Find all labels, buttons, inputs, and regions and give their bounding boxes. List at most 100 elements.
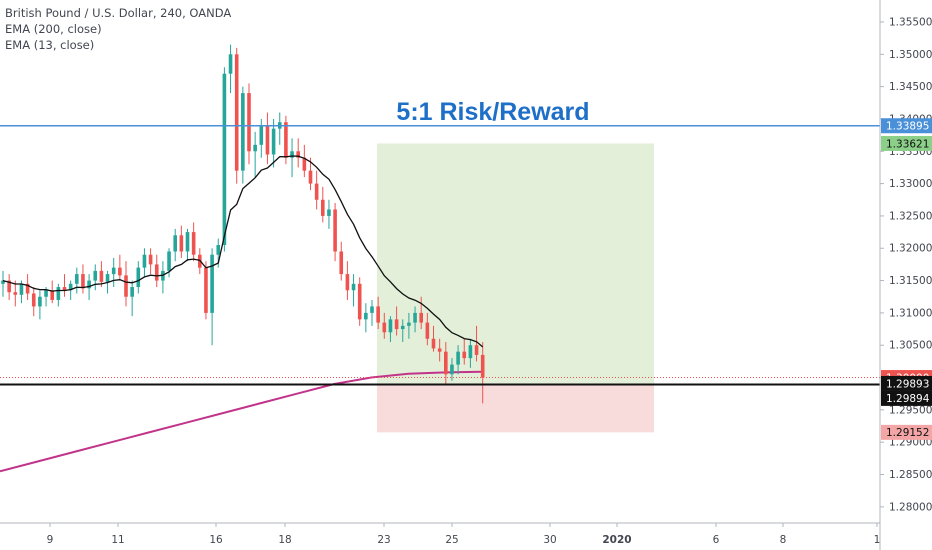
candle-body [99, 270, 104, 282]
candle-body [247, 93, 251, 152]
candle-body [456, 351, 460, 365]
candle-body [50, 290, 54, 300]
ema-200-path [0, 370, 483, 473]
price-badge-label: 1.29893 [886, 378, 929, 390]
time-tick-label: 9 [47, 534, 54, 546]
candle-body [19, 283, 24, 295]
price-badge-stop [881, 424, 932, 440]
time-tick-label: 11 [111, 534, 124, 546]
candle-body [480, 354, 485, 378]
time-tick-label: 23 [377, 534, 390, 546]
candle-body [290, 151, 294, 158]
candle-body [339, 251, 344, 275]
candle-body [474, 345, 479, 355]
price-badge-entry [881, 375, 932, 391]
candle-body [345, 274, 350, 291]
price-tick-label: 1.31500 [889, 275, 932, 287]
ema-13-line [2, 155, 484, 348]
candle-body [222, 73, 227, 246]
candle-body [234, 54, 239, 171]
candle-body [376, 306, 380, 323]
candle-body [370, 306, 374, 313]
candle-body [191, 232, 196, 255]
candle-body [130, 287, 134, 297]
candle-body [321, 199, 325, 216]
candle-body [400, 325, 405, 330]
price-tick-label: 1.33000 [889, 178, 932, 190]
candle-body [105, 274, 110, 282]
candle-body [259, 125, 264, 145]
price-badge-target [881, 135, 932, 151]
candle-body [444, 351, 448, 375]
candle-body [388, 319, 393, 333]
price-tick-label: 1.34500 [889, 81, 932, 93]
candle-body [38, 296, 42, 307]
symbol-title: British Pound / U.S. Dollar, 240, OANDA [5, 6, 232, 20]
candle-body [308, 170, 313, 184]
price-axis[interactable]: 1.280001.285001.290001.295001.300001.305… [879, 0, 932, 550]
candle-body [437, 348, 442, 352]
time-tick-label: 30 [543, 534, 556, 546]
candle-body [167, 251, 171, 271]
time-tick-label: 2020 [602, 534, 631, 546]
time-axis[interactable]: 9 11 16 18 23 25 30 2020 6 8 1 [0, 522, 881, 546]
candle-body [450, 364, 454, 375]
price-badge-label: 1.29152 [886, 427, 929, 439]
price-labels: 1.338951.336211.300001.298931.298941.291… [881, 118, 932, 440]
time-tick-label: 6 [713, 534, 720, 546]
candle-body [314, 183, 319, 200]
candle-body [13, 292, 18, 295]
candle-body [394, 319, 399, 330]
candle-body [81, 274, 85, 289]
candle-body [364, 312, 368, 320]
candle-body [75, 274, 79, 284]
candle-body [56, 287, 61, 300]
candle-body [351, 283, 356, 291]
chart-legend: British Pound / U.S. Dollar, 240, OANDA … [5, 5, 231, 53]
candle-body [31, 293, 36, 307]
candle-body [7, 280, 11, 293]
time-tick-label: 18 [278, 534, 291, 546]
ema-200-line [0, 370, 483, 473]
candle-body [62, 287, 67, 291]
candle-body [413, 312, 417, 323]
price-tick-label: 1.32500 [889, 210, 932, 222]
price-tick-label: 1.32000 [889, 243, 932, 255]
candle-body [357, 283, 362, 320]
candle-body [462, 351, 467, 359]
candle-body [93, 270, 98, 281]
candle-body [124, 275, 128, 297]
loss-zone [377, 384, 654, 433]
candle-body [284, 122, 288, 158]
price-badge-label: 1.33895 [886, 121, 929, 133]
candle-body [210, 254, 214, 313]
price-tick-label: 1.35500 [889, 16, 932, 28]
candle-body [136, 267, 141, 288]
candle-body [302, 157, 307, 171]
time-tick-label: 1 [874, 534, 881, 546]
candle-body [87, 280, 91, 289]
candle-body [327, 209, 331, 216]
risk-reward-title: 5:1 Risk/Reward [396, 98, 589, 126]
candle-body [296, 151, 300, 158]
candle-body [333, 209, 337, 252]
time-tick-label: 25 [445, 534, 458, 546]
price-tick-label: 1.28500 [889, 469, 932, 481]
candle-body [179, 235, 184, 252]
candle-body [253, 144, 257, 152]
ema-13-legend: EMA (13, close) [5, 38, 95, 52]
candle-body [111, 267, 116, 275]
price-badge-label: 1.33621 [886, 138, 929, 150]
candle-body [204, 267, 208, 313]
candle-body [185, 232, 190, 252]
price-tick-label: 1.28000 [889, 501, 932, 513]
candle-body [407, 322, 411, 326]
price-badge-entry2 [881, 390, 932, 406]
candle-body [382, 322, 387, 333]
price-tick-label: 1.29500 [889, 404, 932, 416]
candle-body [44, 290, 48, 297]
candle-body [68, 283, 73, 291]
candle-body [425, 322, 430, 339]
candle-body [216, 245, 221, 255]
